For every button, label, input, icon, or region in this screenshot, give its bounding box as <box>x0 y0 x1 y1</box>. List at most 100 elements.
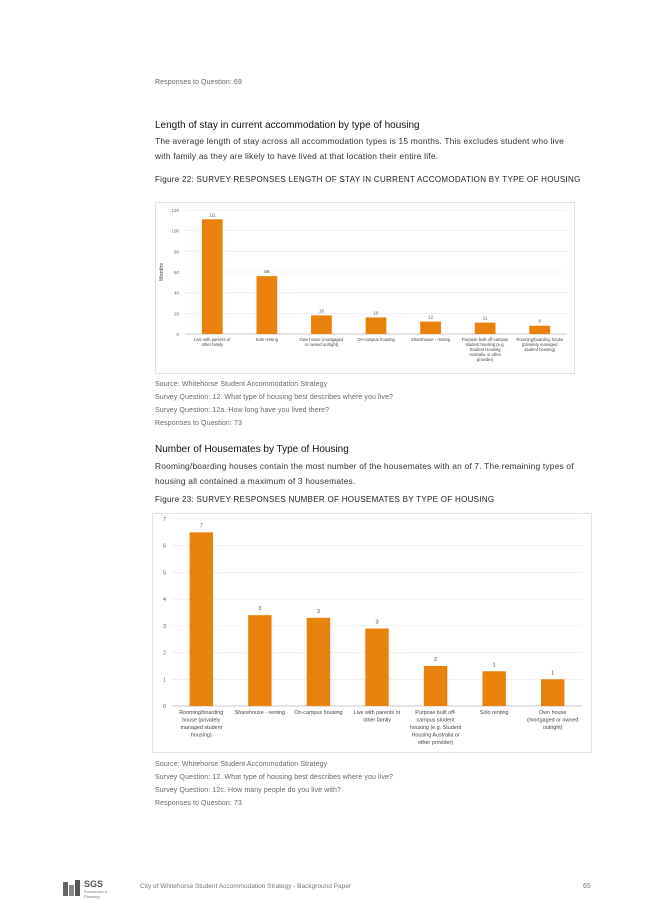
footer-title: City of Whitehorse Student Accommodation… <box>140 883 351 890</box>
category-label-line: Housing Australia or <box>411 733 459 739</box>
category-label-line: outright) <box>543 725 563 731</box>
responses-note: Responses to Question: 73 <box>155 800 242 807</box>
y-tick-label: 60 <box>174 270 180 275</box>
category-label-line: On-campus housing <box>357 337 395 342</box>
category-label-line: other family <box>201 342 224 347</box>
category-label: Purpose built off-campus student housing … <box>462 337 508 362</box>
data-label: 11 <box>483 316 488 321</box>
category-label: Purpose built off-campus student housing … <box>410 710 462 746</box>
survey-question-note: Survey Question: 12. What type of housin… <box>155 774 393 781</box>
bar <box>248 615 272 706</box>
category-label-line: other provider) <box>418 740 453 746</box>
category-label: Sharehouse - renting <box>235 710 285 716</box>
data-label: 8 <box>538 319 541 324</box>
category-label-line: house (privately <box>182 718 220 724</box>
page-number: 65 <box>583 883 591 890</box>
data-label: 1 <box>551 670 554 676</box>
category-label-line: Rooming/boarding house <box>516 337 563 342</box>
category-label-line: Rooming/boarding <box>179 710 223 716</box>
bar <box>482 671 506 706</box>
category-label-line: student housing (e.g. <box>466 342 505 347</box>
sgs-logo-icon <box>63 880 80 896</box>
y-tick-label: 2 <box>163 651 166 657</box>
responses-note: Responses to Question: 73 <box>155 420 242 427</box>
data-label: 7 <box>200 523 203 529</box>
category-label-line: provider) <box>477 357 494 362</box>
category-label-line: (privately managed <box>522 342 558 347</box>
survey-question-note: Survey Question: 12. What type of housin… <box>155 394 393 401</box>
category-label-line: or owned outright) <box>305 342 339 347</box>
data-label: 111 <box>209 212 216 217</box>
section2-paragraph: Rooming/boarding houses contain the most… <box>155 461 574 486</box>
data-label: 3 <box>258 606 261 612</box>
y-tick-label: 0 <box>176 332 179 337</box>
survey-question-note: Survey Question: 12a. How long have you … <box>155 407 330 414</box>
category-label-line: housing (e.g. Student <box>410 725 462 731</box>
category-label-line: Solo renting <box>256 337 279 342</box>
y-tick-label: 40 <box>174 291 180 296</box>
chart-length-of-stay: 0 20 40 60 80 100 120 Months 111 Live with parent… <box>155 202 575 374</box>
category-label-line: On-campus housing <box>294 710 342 716</box>
bar <box>529 325 551 334</box>
category-label-line: campus student <box>417 718 456 724</box>
data-label: 18 <box>319 308 325 313</box>
bar <box>311 315 332 334</box>
category-label: Sharehouse - renting <box>411 337 451 342</box>
category-label: Own house (mortgaged or owned outright) <box>300 337 344 347</box>
bar <box>189 532 213 706</box>
category-label-line: Own house (mortgaged <box>300 337 344 342</box>
survey-question-note: Survey Question: 12c. How many people do… <box>155 787 342 794</box>
figure22-notes: Source: Whitehorse Student Accommodation… <box>155 378 393 430</box>
chart-housemates: 0 1 2 3 4 5 6 7 7 Rooming/boarding house (privatel… <box>152 513 592 753</box>
y-tick-label: 6 <box>163 544 166 550</box>
data-label: 3 <box>317 609 320 615</box>
y-tick-label: 3 <box>163 624 166 630</box>
source-note: Source: Whitehorse Student Accommodation… <box>155 381 328 388</box>
bar <box>256 276 278 334</box>
category-label: Rooming/boarding house (privately managed … <box>179 710 223 739</box>
category-label-line: (mortgaged or owned <box>527 718 578 724</box>
bar <box>420 321 441 334</box>
y-axis-label: Months <box>159 263 165 281</box>
category-label: On-campus housing <box>294 710 342 716</box>
y-tick-label: 1 <box>163 677 166 683</box>
bar <box>423 665 448 706</box>
category-label-line: Sharehouse - renting <box>235 710 285 716</box>
y-tick-label: 0 <box>163 704 166 710</box>
category-label-line: Purpose built off-campus <box>462 337 508 342</box>
bar <box>365 628 389 706</box>
category-label-line: Student Housing <box>470 347 502 352</box>
y-tick-label: 5 <box>163 570 166 576</box>
category-label: Own house (mortgaged or owned outright) <box>527 710 578 731</box>
category-label-line: Purpose built off- <box>415 710 456 716</box>
category-label: On-campus housing <box>357 337 395 342</box>
data-label: 2 <box>434 657 437 663</box>
chart-frame <box>155 202 575 374</box>
category-label: Rooming/boarding house (privately managed… <box>516 337 563 352</box>
data-label: 3 <box>375 620 378 626</box>
category-label: Solo renting <box>256 337 279 342</box>
section1-paragraph: The average length of stay across all ac… <box>155 136 564 161</box>
figure23-notes: Source: Whitehorse Student Accommodation… <box>155 758 393 810</box>
y-tick-label: 4 <box>163 597 166 603</box>
bar <box>306 617 331 706</box>
data-label: 16 <box>373 310 379 315</box>
category-label-line: Sharehouse - renting <box>411 337 451 342</box>
data-label: 1 <box>493 662 496 668</box>
top-note: Responses to Question: 69 <box>155 79 242 86</box>
category-label-line: student housing) <box>524 347 556 352</box>
section1-heading: Length of stay in current accommodation … <box>155 120 420 131</box>
figure22-caption: Figure 22: SURVEY RESPONSES LENGTH OF ST… <box>155 175 581 184</box>
y-tick-label: 20 <box>174 311 180 316</box>
section2-heading: Number of Housemates by Type of Housing <box>155 444 349 455</box>
category-label-line: Solo renting <box>480 710 509 716</box>
sgs-logo: SGS Economics & Planning <box>62 879 122 899</box>
figure23-caption: Figure 23: SURVEY RESPONSES NUMBER OF HO… <box>155 495 495 504</box>
y-tick-label: 120 <box>171 208 179 213</box>
category-label: Solo renting <box>480 710 509 716</box>
y-tick-label: 7 <box>163 517 166 523</box>
category-label-line: Own house <box>539 710 566 716</box>
bar <box>541 679 565 706</box>
category-label-line: other family <box>363 718 391 724</box>
category-label: Live with parents or other family <box>354 710 401 724</box>
